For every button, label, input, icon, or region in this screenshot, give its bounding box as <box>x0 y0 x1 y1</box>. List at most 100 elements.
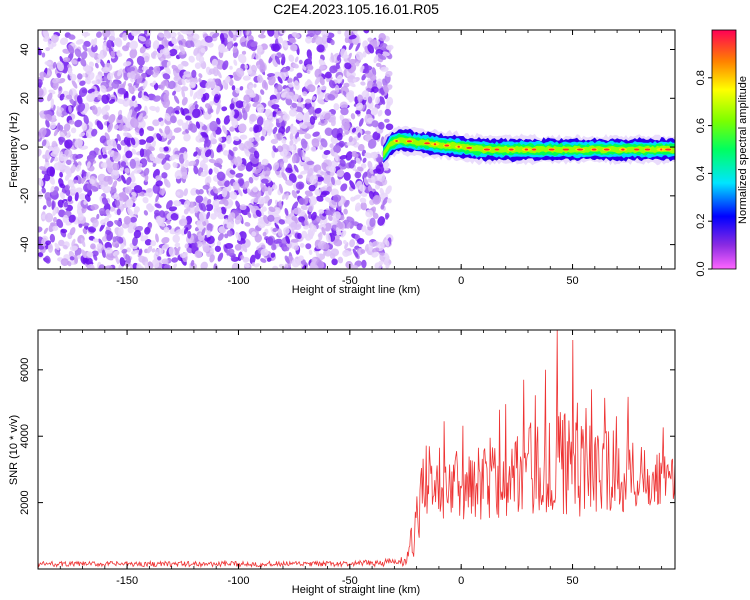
noise-blob <box>384 239 390 247</box>
noise-blob <box>354 171 362 179</box>
noise-blob <box>122 61 132 67</box>
noise-blob <box>44 114 53 121</box>
noise-blob <box>222 218 228 228</box>
noise-blob <box>292 63 299 69</box>
noise-blob <box>44 161 50 169</box>
noise-blob <box>227 214 233 223</box>
noise-blob <box>185 128 189 134</box>
noise-blob <box>74 119 83 128</box>
noise-blob <box>155 106 160 113</box>
noise-blob <box>313 225 317 233</box>
noise-blob <box>316 176 324 182</box>
noise-blob <box>134 249 140 254</box>
noise-blob <box>332 194 342 203</box>
noise-blob <box>152 40 160 50</box>
noise-blob <box>185 115 192 121</box>
noise-blob <box>67 179 75 188</box>
spectrogram-y-label: Frequency (Hz) <box>8 112 20 188</box>
noise-blob <box>117 87 127 95</box>
noise-blob <box>169 115 177 124</box>
noise-blob <box>146 126 155 131</box>
noise-blob <box>216 144 223 153</box>
noise-blob <box>265 111 270 117</box>
noise-blob <box>331 258 338 266</box>
noise-blob <box>223 115 231 125</box>
noise-blob <box>113 151 118 156</box>
noise-blob <box>116 50 121 56</box>
noise-blob <box>180 107 185 116</box>
noise-blob <box>251 262 255 267</box>
noise-blob <box>187 160 197 167</box>
x-tick-label: -100 <box>227 575 249 587</box>
noise-blob <box>249 127 254 132</box>
noise-blob <box>231 85 236 91</box>
noise-blob <box>195 121 201 129</box>
noise-blob <box>378 260 384 266</box>
noise-blob <box>86 263 95 269</box>
noise-blob <box>149 105 157 111</box>
noise-blob <box>319 77 325 86</box>
noise-blob <box>155 180 163 187</box>
noise-blob <box>298 59 303 65</box>
noise-blob <box>272 43 281 52</box>
noise-blob <box>284 42 289 49</box>
noise-blob <box>272 161 280 172</box>
noise-blob <box>123 136 133 146</box>
noise-blob <box>268 122 274 128</box>
noise-blob <box>123 132 128 137</box>
noise-blob <box>188 55 195 63</box>
noise-blob <box>67 195 73 202</box>
noise-blob <box>303 225 309 230</box>
noise-blob <box>119 257 126 267</box>
noise-blob <box>278 200 282 207</box>
noise-blob <box>307 30 316 37</box>
noise-blob <box>153 65 161 73</box>
noise-blob <box>243 140 253 150</box>
x-tick-label: 0 <box>458 275 464 287</box>
noise-blob <box>232 181 240 191</box>
noise-blob <box>80 51 88 60</box>
noise-blob <box>235 200 241 209</box>
noise-blob <box>172 234 181 243</box>
noise-blob <box>364 228 374 236</box>
noise-blob <box>328 80 336 89</box>
noise-blob <box>305 98 312 104</box>
noise-blob <box>230 255 237 262</box>
noise-blob <box>101 66 110 74</box>
noise-blob <box>376 172 386 182</box>
noise-blob <box>248 137 255 143</box>
noise-blob <box>190 259 195 267</box>
noise-blob <box>260 89 265 95</box>
noise-blob <box>59 151 63 158</box>
noise-blob <box>189 87 194 97</box>
noise-blob <box>144 174 149 183</box>
noise-blob <box>318 209 325 214</box>
noise-blob <box>361 225 367 233</box>
noise-blob <box>172 90 177 96</box>
noise-blob <box>359 197 367 204</box>
noise-blob <box>317 232 322 238</box>
noise-blob <box>164 112 171 122</box>
noise-blob <box>371 86 379 94</box>
noise-blob <box>140 235 149 242</box>
noise-blob <box>350 113 356 120</box>
noise-blob <box>370 107 379 116</box>
noise-blob <box>131 148 137 155</box>
noise-blob <box>323 249 332 257</box>
noise-blob <box>299 243 305 248</box>
noise-blob <box>199 137 206 143</box>
noise-blob <box>145 39 152 48</box>
noise-blob <box>258 34 266 39</box>
noise-blob <box>298 255 304 262</box>
noise-blob <box>43 173 51 182</box>
snr-panel: -150 -100 -50 0 50 2000 4000 6000 Height of st… <box>8 329 676 596</box>
noise-blob <box>144 226 151 235</box>
noise-blob <box>324 127 333 136</box>
noise-blob <box>244 64 248 69</box>
noise-blob <box>174 242 181 248</box>
noise-blob <box>138 191 146 197</box>
signal-peak <box>621 148 625 151</box>
noise-blob <box>386 198 392 204</box>
noise-blob <box>221 106 228 112</box>
noise-blob <box>180 166 188 177</box>
